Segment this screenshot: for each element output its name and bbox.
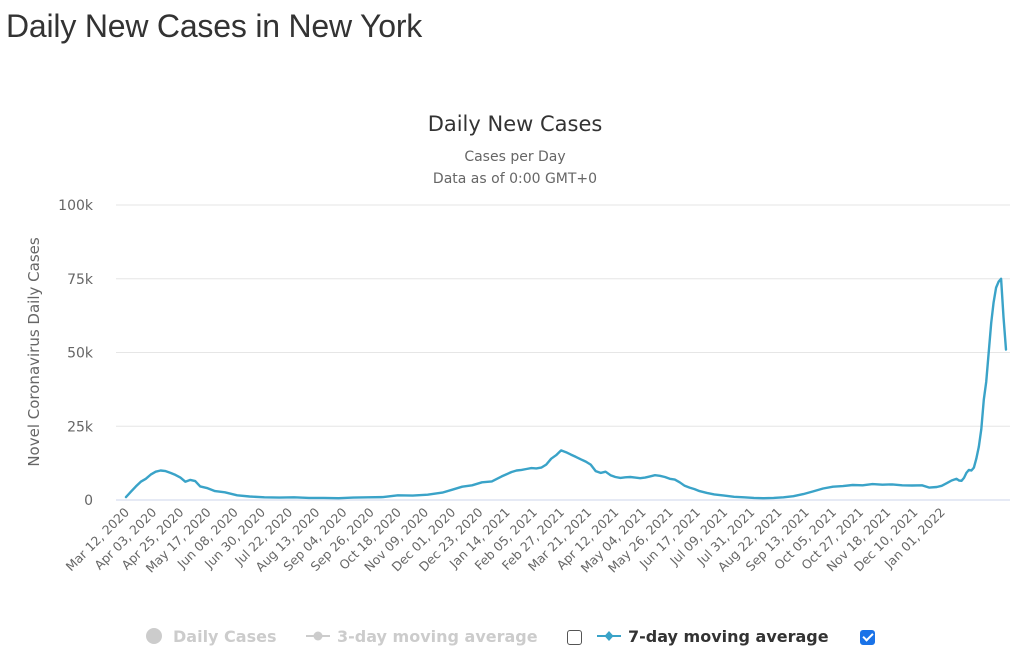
legend-label: 3-day moving average <box>337 626 538 646</box>
series-group <box>124 277 1008 500</box>
y-tick-label: 0 <box>84 493 93 509</box>
line-marker-icon <box>597 631 621 641</box>
y-axis-label: Novel Coronavirus Daily Cases <box>25 237 43 467</box>
circle-marker-icon <box>146 628 162 644</box>
3-day-average-checkbox[interactable] <box>567 630 582 645</box>
legend-label: Daily Cases <box>173 626 277 646</box>
legend-item-daily-cases[interactable]: Daily Cases <box>145 626 276 646</box>
legend: Daily Cases 3-day moving average 7-day m… <box>0 622 1024 652</box>
daily-cases-chart: Daily New Cases Cases per Day Data as of… <box>25 112 1010 576</box>
y-tick-label: 25k <box>67 419 94 435</box>
legend-item-3-day-average[interactable]: 3-day moving average <box>305 626 538 646</box>
gridlines <box>116 204 1010 501</box>
chart-subtitle-line: Cases per Day <box>464 149 565 165</box>
series-line-7-day-average <box>124 277 1008 500</box>
page-title: Daily New Cases in New York <box>6 8 423 44</box>
legend-item-7-day-average[interactable]: 7-day moving average <box>596 626 829 646</box>
y-tick-label: 75k <box>67 272 94 288</box>
7-day-average-checkbox[interactable] <box>860 630 875 645</box>
legend-label: 7-day moving average <box>628 626 829 646</box>
chart-title: Daily New Cases <box>428 112 603 136</box>
y-axis-ticks: 0 25k 50k 75k 100k <box>58 198 94 509</box>
y-tick-label: 50k <box>67 346 94 362</box>
y-tick-label: 100k <box>58 198 94 214</box>
line-marker-icon <box>306 631 330 641</box>
chart-subtitle-line: Data as of 0:00 GMT+0 <box>433 171 597 187</box>
